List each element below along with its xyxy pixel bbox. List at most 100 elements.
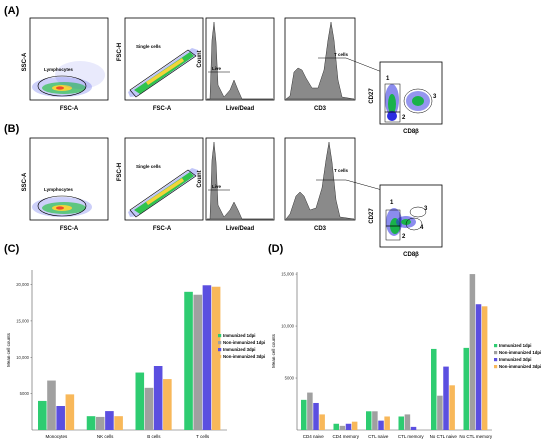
legend-swatch (494, 365, 498, 369)
panel-label-c: (C) (4, 243, 20, 255)
y-axis-label: CD27 (369, 208, 375, 224)
x-category-label: CTL memory (398, 434, 425, 439)
legend-swatch (218, 341, 222, 345)
subsets-plot-b: 1 2 3 4 CD27 CD8β (369, 184, 443, 258)
legend-swatch (494, 351, 498, 355)
bar-no-ctl-memory-series-4 (481, 306, 488, 430)
live-dead-histogram: Live Count Live/Dead (197, 17, 275, 112)
x-category-label: CD4 naive (303, 434, 325, 439)
lymphocyte-gate-plot: Lymphocytes SSC-A FSC-A (22, 17, 109, 112)
bar-no-ctl-naive-series-1 (431, 348, 437, 430)
x-category-label: T cells (196, 434, 210, 439)
x-category-label: No CTL memory (459, 434, 493, 439)
single-cells-plot: Single cells FSC-H FSC-A (117, 17, 204, 112)
y-axis-label: Count (197, 50, 203, 67)
live-dead-histogram: Live Count Live/Dead (197, 137, 275, 232)
histogram-trace (207, 21, 273, 100)
cd3-histogram: T cells CD3 (284, 137, 383, 232)
gate-number-2: 2 (402, 115, 406, 121)
gate-number-4: 4 (420, 225, 424, 231)
legend-swatch (494, 344, 498, 348)
bar-no-ctl-memory-series-3 (475, 304, 482, 430)
y-tick-label: 5000 (285, 376, 295, 381)
bar-cd4-naive-series-1 (301, 399, 307, 430)
x-axis-label: Live/Dead (226, 106, 255, 112)
x-category-label: CD4 memory (332, 434, 359, 439)
legend-entry: Non-immunized 3dpi (223, 354, 265, 359)
legend-entry: Non-immunized 3dpi (499, 364, 541, 369)
bar-t-cells-series-3 (202, 285, 212, 430)
x-category-label: No CTL naive (430, 434, 458, 439)
legend-entry: Non-immunized 1dpi (223, 340, 265, 345)
legend-swatch (218, 348, 222, 352)
y-tick-label: 15,000 (16, 318, 29, 323)
legend-entry: Immunized 1dpi (223, 333, 255, 338)
gate-number-1: 1 (390, 200, 394, 206)
y-axis-label: Count (197, 170, 203, 187)
bar-b-cells-series-1 (135, 372, 145, 430)
x-axis-label: CD8β (403, 252, 419, 258)
bar-b-cells-series-4 (163, 379, 172, 430)
subsets-plot-a: 1 2 3 CD27 CD8β (369, 61, 443, 135)
live-gate-label: Live (212, 184, 222, 189)
x-axis-label: CD3 (314, 106, 327, 112)
bar-cd4-naive-series-2 (307, 392, 313, 430)
lymphocytes-gate-label: Lymphocytes (44, 187, 73, 192)
bar-monocytes-series-2 (47, 380, 56, 430)
bar-cd4-memory-series-4 (351, 421, 358, 430)
x-axis-label: FSC-A (153, 106, 172, 112)
bar-nk-cells-series-3 (105, 411, 114, 430)
bar-ctl-naive-series-1 (366, 411, 372, 430)
x-axis-label: Live/Dead (226, 226, 255, 232)
live-gate-label: Live (212, 66, 222, 71)
bar-chart-d: 5000 10,000 15,000 Mean cell counts CD4 naiv… (271, 272, 541, 439)
legend-swatch (218, 334, 222, 338)
x-axis-label: FSC-A (153, 226, 172, 232)
gate-number-3: 3 (424, 206, 428, 212)
legend-entry: Immunized 3dpi (223, 347, 255, 352)
scatter-cloud (32, 61, 105, 97)
legend-entry: Immunized 1dpi (499, 343, 531, 348)
t-cells-gate-label: T cells (334, 168, 349, 173)
y-tick-label: 20,000 (16, 282, 29, 287)
y-axis-label: CD27 (369, 88, 375, 104)
y-axis-label: FSC-H (117, 163, 123, 181)
flow-row-b: Lymphocytes SSC-A FSC-A Single cells FSC… (22, 137, 443, 258)
histogram-trace (285, 21, 355, 100)
single-cells-gate (129, 49, 197, 98)
bar-nk-cells-series-4 (114, 416, 123, 430)
bar-cd4-naive-series-4 (319, 414, 325, 430)
gate-connector-line (345, 57, 383, 73)
bar-chart-c: 5000 10,000 15,000 20,000 Mean cell counts Mo… (6, 270, 265, 439)
bar-no-ctl-naive-series-4 (449, 385, 455, 430)
panel-label-d: (D) (268, 243, 284, 255)
bar-nk-cells-series-1 (86, 416, 96, 430)
bar-monocytes-series-1 (38, 400, 47, 430)
panel-label-a: (A) (4, 5, 20, 17)
t-cells-gate-label: T cells (334, 52, 349, 57)
cd3-histogram: T cells CD3 (284, 17, 383, 112)
bar-nk-cells-series-2 (95, 416, 105, 430)
bar-no-ctl-naive-series-2 (437, 395, 443, 430)
x-axis-label: CD8β (403, 129, 419, 135)
bar-b-cells-series-3 (153, 366, 163, 430)
bar-ctl-naive-series-4 (384, 416, 390, 430)
bar-cd4-memory-series-1 (333, 423, 340, 430)
legend-entry: Non-immunized 1dpi (499, 350, 541, 355)
y-axis-label: Mean cell counts (6, 332, 11, 367)
bar-ctl-naive-series-2 (372, 411, 378, 430)
x-category-label: B cells (147, 434, 161, 439)
gate-number-1: 1 (386, 76, 390, 82)
y-tick-label: 15,000 (281, 272, 294, 277)
bar-ctl-naive-series-3 (378, 420, 384, 430)
flow-row-a: Lymphocytes SSC-A FSC-A Single cells FSC… (22, 17, 443, 135)
gate-number-3: 3 (433, 94, 437, 100)
bar-no-ctl-memory-series-1 (463, 347, 470, 430)
lymphocytes-gate-label: Lymphocytes (44, 67, 73, 72)
bar-monocytes-series-3 (56, 406, 65, 430)
bar-cd4-naive-series-3 (313, 402, 319, 430)
y-axis-label: Mean cell counts (271, 333, 276, 368)
x-category-label: Monocytes (45, 434, 68, 439)
bar-no-ctl-memory-series-2 (469, 274, 476, 430)
bar-cd4-memory-series-2 (339, 425, 346, 430)
